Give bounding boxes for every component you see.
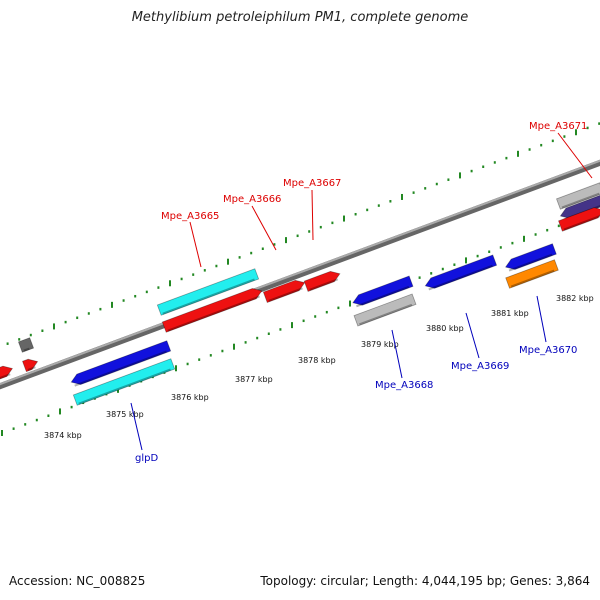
gene-shadow <box>561 192 600 209</box>
tick-label: 3877 kbp <box>235 375 273 384</box>
gene-label: Mpe_A3668 <box>375 380 433 391</box>
gene-shadow <box>0 373 11 380</box>
gene-body <box>559 194 600 219</box>
gene-body <box>17 337 35 353</box>
tick-label: 3881 kbp <box>491 309 529 318</box>
gene-body <box>70 340 172 385</box>
gene-mpe-a3671-red <box>558 207 600 232</box>
tick-label: 3876 kbp <box>171 393 209 402</box>
lower-tick-track <box>1 211 595 436</box>
gene-cyan-forward <box>156 268 260 316</box>
accession-text: Accession: NC_008825 <box>9 574 146 588</box>
gene-body <box>556 182 600 210</box>
gene-shadow <box>309 278 339 291</box>
gene-label: Mpe_A3667 <box>283 178 341 189</box>
gene-label: Mpe_A3669 <box>451 361 509 372</box>
gene-small-red <box>22 358 39 373</box>
gene-label-connector <box>465 312 480 359</box>
gene-mpe-a3670 <box>505 259 559 289</box>
backbone-line <box>0 159 600 390</box>
gene-shadow <box>162 278 255 315</box>
gene-mpe-a3668 <box>353 293 417 327</box>
gene-body <box>558 207 600 232</box>
gene-body <box>161 288 263 333</box>
gene-mpe-a3667 <box>303 270 341 292</box>
gene-blue-reverse <box>70 340 172 387</box>
upper-tick-track <box>6 122 600 345</box>
gene-body <box>262 279 306 303</box>
gene-body <box>22 358 39 373</box>
tick-labels: 3874 kbp 3875 kbp 3876 kbp 3877 kbp 3878 kbp… <box>44 294 594 440</box>
gene-label: glpD <box>135 453 158 464</box>
gene-shadow <box>167 295 260 332</box>
gene-body <box>353 293 417 327</box>
gene-blue-3881 <box>504 243 557 272</box>
genome-backbone <box>0 159 600 390</box>
gene-label-connector <box>189 221 202 268</box>
gene-label: Mpe_A3665 <box>161 211 219 222</box>
gene-label: Mpe_A3670 <box>519 345 577 356</box>
tick-label: 3875 kbp <box>106 410 144 419</box>
gene-shadow <box>356 285 410 308</box>
gene-glpd <box>72 358 176 406</box>
gene-features <box>0 182 600 406</box>
gene-mpe-a3671-gray <box>556 182 600 210</box>
gene-body <box>505 259 559 289</box>
tick-label: 3874 kbp <box>44 431 82 440</box>
gene-body <box>72 358 176 406</box>
gene-mpe-a3666 <box>262 279 306 303</box>
gene-shadow <box>23 347 30 352</box>
genome-summary-text: Topology: circular; Length: 4,044,195 bp… <box>260 574 590 588</box>
gene-body <box>303 270 341 292</box>
gene-body <box>352 275 414 306</box>
backbone-highlight <box>0 159 600 386</box>
gene-shadow <box>268 287 303 302</box>
tick-label: 3879 kbp <box>361 340 399 349</box>
gene-shadow <box>78 368 171 405</box>
gene-shadow <box>563 214 600 231</box>
gene-red-edge <box>0 365 14 382</box>
gene-shadow <box>74 350 167 387</box>
tick-label: 3878 kbp <box>298 356 336 365</box>
gene-red-forward <box>161 288 263 333</box>
gene-label-connector <box>391 329 403 379</box>
gene-label-connector <box>557 132 593 179</box>
gene-body <box>504 243 557 270</box>
gene-label-connector <box>130 402 143 451</box>
gene-blue-3879 <box>352 275 414 308</box>
tick-label: 3880 kbp <box>426 324 464 333</box>
gene-shadow <box>359 303 413 326</box>
gene-shadow <box>428 264 493 291</box>
gene-body <box>0 365 14 382</box>
gene-label-connector <box>311 189 314 241</box>
gene-shadow <box>27 366 36 371</box>
gene-shadow <box>508 253 553 272</box>
gene-label-connector <box>251 205 277 251</box>
tick-label: 3882 kbp <box>556 294 594 303</box>
gene-darkgray <box>17 337 35 353</box>
gene-label: Mpe_A3666 <box>223 194 281 205</box>
map-title: Methylibium petroleiphilum PM1, complete… <box>131 10 469 25</box>
gene-body <box>424 254 498 289</box>
gene-body <box>156 268 260 316</box>
gene-shadow <box>510 269 555 288</box>
gene-label: Mpe_A3671 <box>529 121 587 132</box>
gene-mpe-a3669 <box>424 254 498 291</box>
gene-label-connector <box>536 295 547 343</box>
